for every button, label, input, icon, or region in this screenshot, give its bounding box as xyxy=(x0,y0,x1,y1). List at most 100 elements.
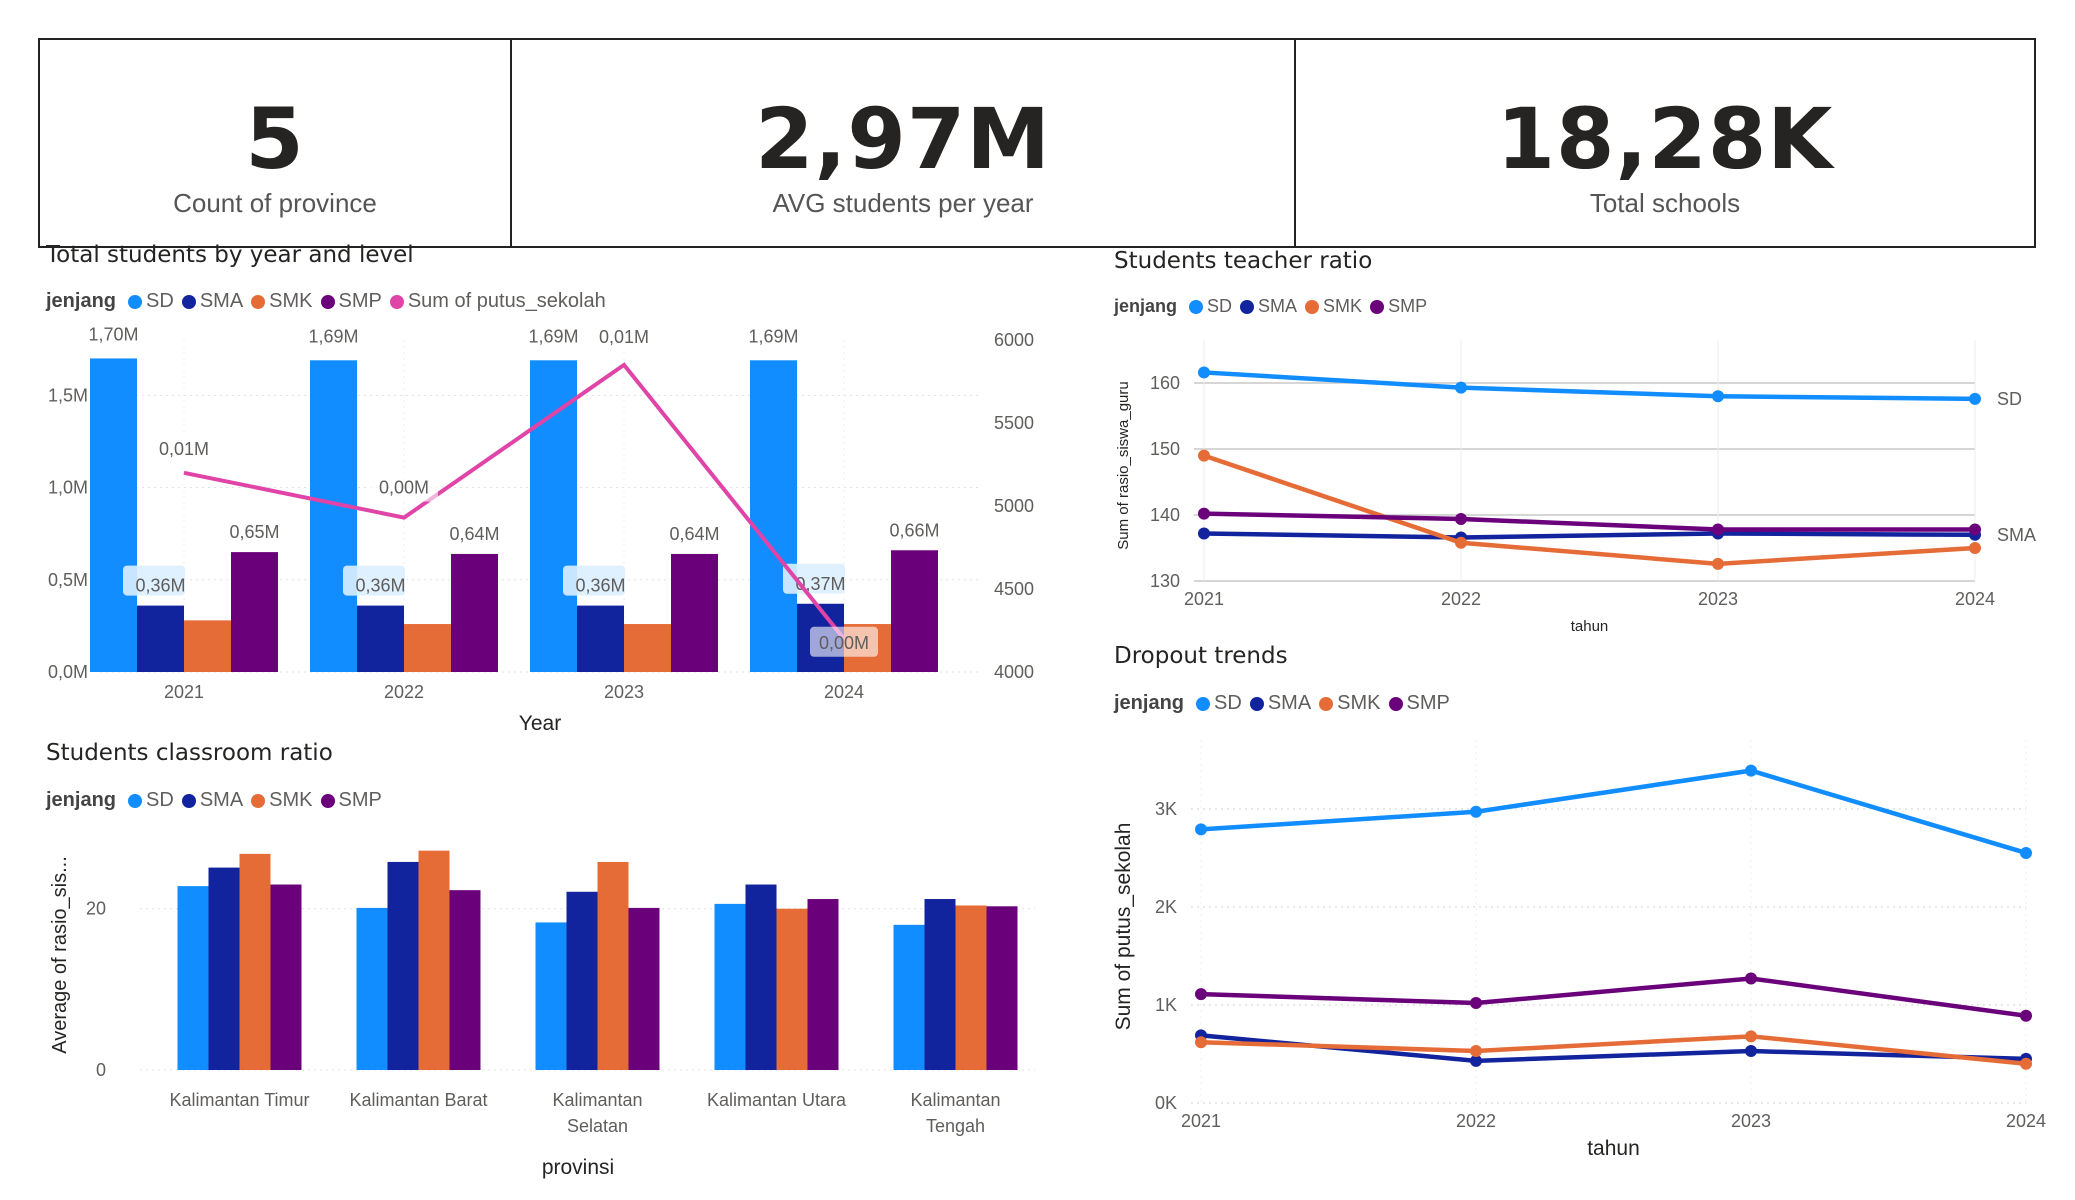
legend-item-sd[interactable]: SD xyxy=(128,290,174,313)
line-data-label: 0,00M xyxy=(379,478,429,498)
bar-smk-kalimantan-barat xyxy=(418,850,450,1070)
x-tick-label: 2024 xyxy=(1955,589,1995,609)
legend-teacher-ratio: jenjang SD SMA SMK SMP xyxy=(1114,296,1435,317)
kpi-card-province: 5 Count of province xyxy=(38,38,512,248)
y2-tick-label: 5000 xyxy=(994,496,1034,516)
chart-teacher-ratio: 130 140 150 160 2021 2022 2023 2024 tahun Sum of … xyxy=(1115,340,2036,635)
kpi-card-avg-students: 2,97M AVG students per year xyxy=(510,38,1296,248)
point-smk-2022 xyxy=(1455,536,1467,549)
legend-label: Sum of putus_sekolah xyxy=(407,290,606,312)
x-tick-label: 2021 xyxy=(1184,589,1224,609)
legend-item-sd[interactable]: SD xyxy=(1189,296,1232,317)
x-tick-label: Kalimantan xyxy=(552,1090,642,1110)
y-axis-title: Sum of putus_sekolah xyxy=(1112,823,1135,1031)
legend-item-smp[interactable]: SMP xyxy=(1370,296,1427,317)
data-label-sd: 1,69M xyxy=(528,326,578,346)
point-sma-2023 xyxy=(1745,1045,1757,1058)
legend-label: SMA xyxy=(1258,296,1298,316)
bar-sma-2023 xyxy=(577,605,624,672)
legend-item-sd[interactable]: SD xyxy=(1196,692,1242,715)
bar-smp-kalimantan-tengah xyxy=(986,906,1018,1070)
line-label-bg xyxy=(150,432,218,463)
bar-sma-kalimantan-tengah xyxy=(924,899,956,1070)
y-tick-label: 20 xyxy=(86,899,106,919)
legend-label: SD xyxy=(146,789,174,811)
chart-title-classroom-ratio: Students classroom ratio xyxy=(46,740,333,766)
end-label-sd: SD xyxy=(1997,389,2022,409)
legend-item-smp[interactable]: SMP xyxy=(1388,692,1450,715)
y-tick-label: 160 xyxy=(1150,373,1180,393)
line-putus-sekolah xyxy=(183,362,846,641)
y2-tick-label: 6000 xyxy=(994,330,1034,350)
legend-item-smk[interactable]: SMK xyxy=(251,789,313,812)
point-sma-2022 xyxy=(1470,1054,1482,1067)
legend-title: jenjang xyxy=(46,290,117,312)
x-tick-label: 2023 xyxy=(1731,1111,1771,1131)
bar-smp-2023 xyxy=(671,553,718,672)
legend-item-smp[interactable]: SMP xyxy=(320,290,382,313)
data-label-bg xyxy=(123,565,185,596)
legend-item-smk[interactable]: SMK xyxy=(251,290,313,313)
legend-dot xyxy=(1319,696,1334,711)
x-axis-title: provinsi xyxy=(542,1156,614,1179)
legend-item-smk[interactable]: SMK xyxy=(1319,692,1381,715)
line-label-bg xyxy=(370,471,438,502)
line-data-label: 0,01M xyxy=(159,439,209,459)
bar-sd-kalimantan-selatan xyxy=(535,922,567,1070)
legend-label: SMA xyxy=(199,789,244,811)
legend-dot xyxy=(1249,696,1264,711)
point-smp-2022 xyxy=(1470,996,1482,1009)
bar-smp-2024 xyxy=(891,550,938,672)
legend-students-by-year: jenjang SD SMA SMK SMP Sum of putus_sekolah xyxy=(46,290,614,313)
bar-smp-kalimantan-barat xyxy=(449,890,481,1070)
y-tick-label: 140 xyxy=(1150,505,1180,525)
bar-sd-kalimantan-tengah xyxy=(893,924,925,1070)
legend-label: SMK xyxy=(1337,692,1381,714)
bar-sd-kalimantan-barat xyxy=(356,907,388,1070)
y-tick-label: 0,5M xyxy=(48,570,88,590)
kpi-label: Total schools xyxy=(1589,188,1741,218)
point-smk-2024 xyxy=(1969,542,1981,554)
legend-dot xyxy=(251,793,266,808)
legend-item-smp[interactable]: SMP xyxy=(320,789,382,812)
x-tick-label: Tengah xyxy=(926,1116,985,1136)
y-tick-label: 0K xyxy=(1155,1093,1177,1113)
bar-smk-kalimantan-selatan xyxy=(597,861,629,1070)
bar-sd-2024 xyxy=(750,360,797,672)
bar-sma-kalimantan-barat xyxy=(387,861,419,1070)
bar-smk-kalimantan-utara xyxy=(776,908,808,1070)
legend-dot xyxy=(128,793,143,808)
x-tick-label: 2021 xyxy=(164,682,204,702)
bar-smk-kalimantan-tengah xyxy=(955,905,987,1070)
legend-item-smk[interactable]: SMK xyxy=(1305,296,1362,317)
point-sd-2024 xyxy=(2020,846,2032,859)
line-smp xyxy=(1203,511,1975,532)
line-data-label: 0,01M xyxy=(599,327,649,347)
legend-dropout-trends: jenjang SD SMA SMK SMP xyxy=(1114,692,1458,715)
point-smp-2024 xyxy=(2020,1009,2032,1022)
y-tick-label: 150 xyxy=(1150,439,1180,459)
data-label-sd: 1,69M xyxy=(748,326,798,346)
legend-item-sma[interactable]: SMA xyxy=(1249,692,1311,715)
point-smk-2023 xyxy=(1712,557,1724,570)
legend-dot xyxy=(1189,299,1204,314)
x-axis-title: tahun xyxy=(1571,618,1609,635)
kpi-value: 2,97M xyxy=(755,90,1051,188)
point-smp-2023 xyxy=(1712,523,1724,536)
legend-item-sd[interactable]: SD xyxy=(128,789,174,812)
data-label-sd: 1,70M xyxy=(88,324,138,344)
point-smk-2024 xyxy=(2020,1057,2032,1070)
bar-smp-kalimantan-selatan xyxy=(628,907,660,1070)
legend-item-sum-of-putus-sekolah[interactable]: Sum of putus_sekolah xyxy=(389,290,606,313)
point-sd-2021 xyxy=(1198,366,1210,379)
point-smk-2021 xyxy=(1195,1036,1207,1049)
legend-item-sma[interactable]: SMA xyxy=(1240,296,1297,317)
bar-smp-kalimantan-utara xyxy=(807,899,839,1070)
y2-tick-label: 4500 xyxy=(994,579,1034,599)
legend-item-sma[interactable]: SMA xyxy=(181,290,243,313)
legend-item-sma[interactable]: SMA xyxy=(181,789,244,812)
legend-label: SMK xyxy=(269,290,313,312)
data-label-sma: 0,36M xyxy=(355,576,405,596)
legend-label: SD xyxy=(146,290,174,312)
legend-dot xyxy=(128,294,143,309)
